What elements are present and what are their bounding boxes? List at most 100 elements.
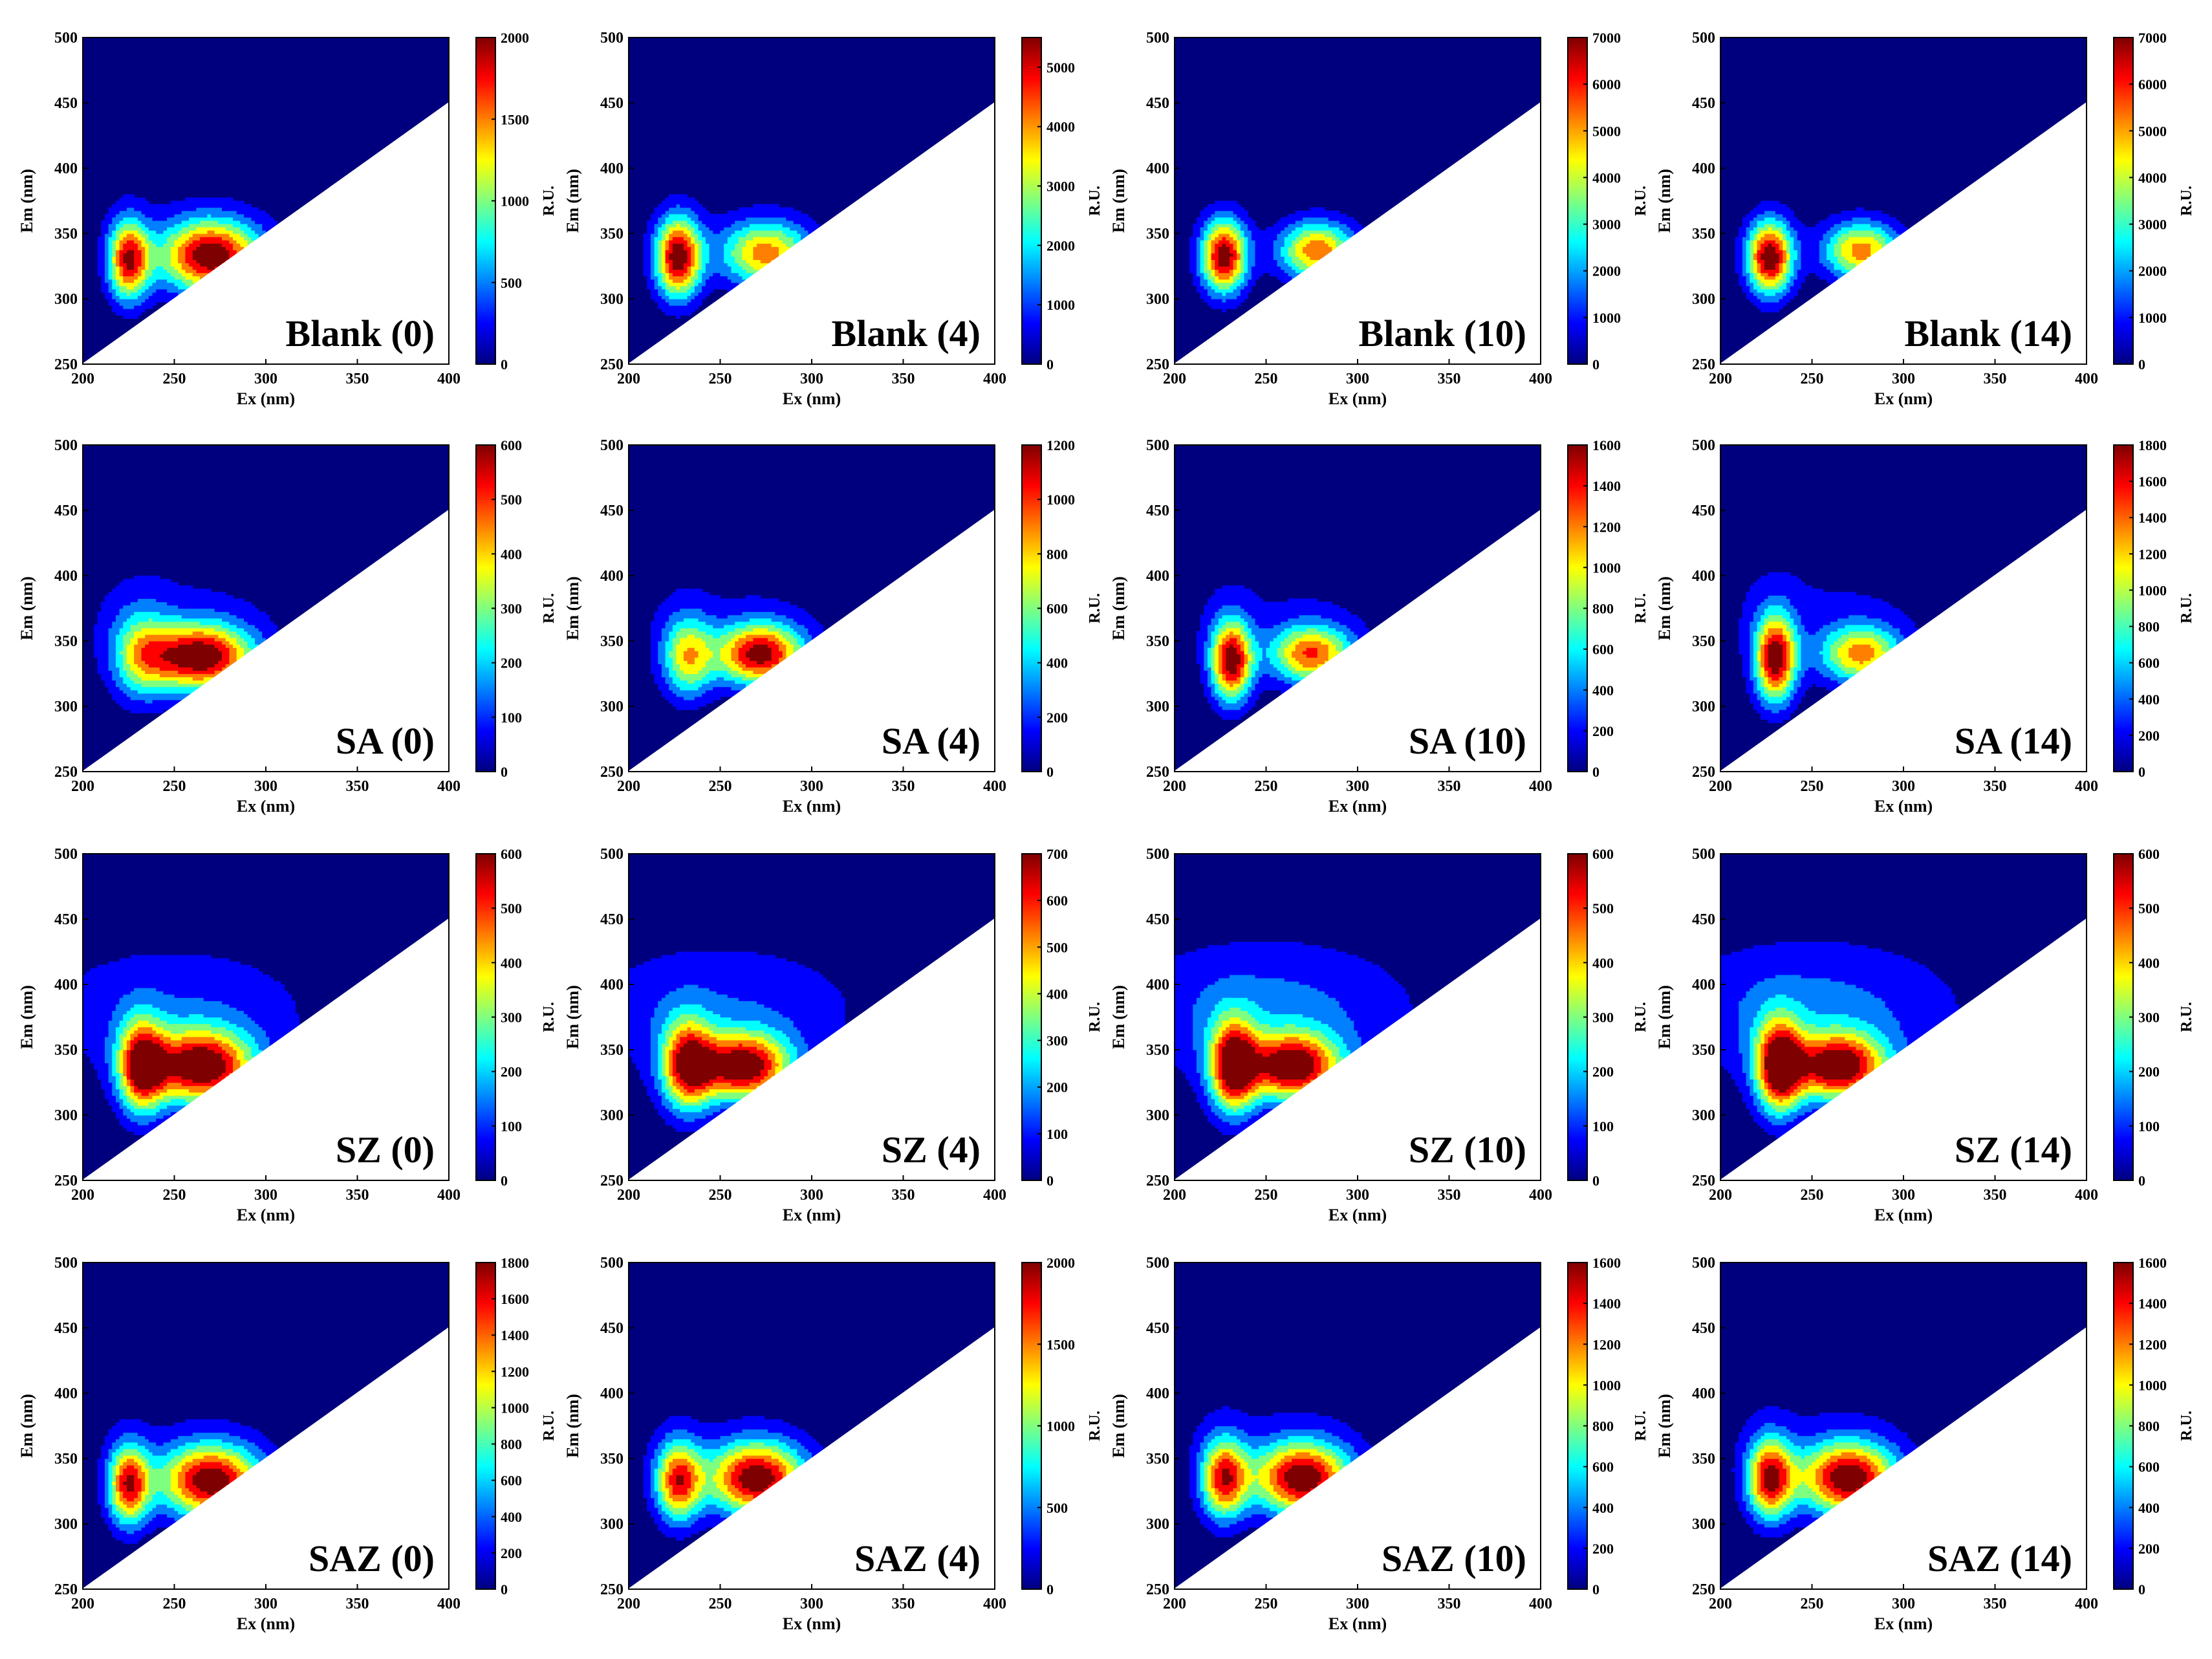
colorbar-tick-label: 800 [1592, 601, 1614, 617]
colorbar-tick-label: 1500 [501, 111, 529, 127]
y-tick-label: 250 [600, 356, 623, 373]
y-tick-label: 300 [54, 1516, 78, 1533]
x-tick-label: 250 [1801, 1596, 1824, 1612]
x-tick-label: 350 [1984, 371, 2007, 387]
x-axis-label: Ex (nm) [1874, 1614, 1933, 1633]
x-tick-label: 300 [1892, 778, 1915, 795]
x-tick-label: 250 [1255, 778, 1278, 795]
rayleigh-edge [1720, 918, 2087, 1181]
y-tick-label: 250 [54, 1173, 78, 1189]
x-axis-label: Ex (nm) [237, 797, 295, 816]
x-tick-label: 350 [1438, 1187, 1461, 1204]
colorbar-tick-label: 0 [2138, 1173, 2145, 1189]
colorbar-tick-label: 7000 [1592, 30, 1621, 46]
x-tick-label: 200 [1709, 1596, 1732, 1612]
colorbar-tick-label: 500 [501, 275, 522, 291]
colorbar-tick-label: 400 [1046, 986, 1068, 1002]
colorbar-tick-label: 500 [1592, 900, 1614, 916]
colorbar-tick-label: 200 [2138, 1064, 2160, 1080]
colorbar-tick-label: 1000 [1046, 297, 1075, 313]
x-tick-label: 400 [437, 778, 461, 795]
x-tick-label: 350 [346, 1187, 369, 1204]
y-tick-label: 500 [54, 846, 78, 863]
y-tick-label: 400 [1146, 1385, 1169, 1402]
y-tick-label: 500 [600, 437, 623, 454]
y-axis-label: Em (nm) [17, 169, 36, 233]
colorbar-label: R.U. [2178, 593, 2195, 623]
colorbar-tick-label: 800 [1592, 1418, 1614, 1435]
x-tick-label: 300 [800, 1596, 823, 1612]
colorbar-tick-label: 1500 [1046, 1336, 1075, 1352]
colorbar-tick-label: 5000 [1046, 60, 1075, 76]
x-tick-label: 400 [437, 1596, 461, 1612]
rayleigh-edge [1174, 918, 1541, 1181]
y-tick-label: 350 [1692, 226, 1715, 243]
x-tick-label: 400 [983, 778, 1006, 795]
y-tick-label: 500 [54, 1255, 78, 1272]
colorbar-tick-label: 1800 [501, 1255, 529, 1271]
y-tick-label: 350 [54, 226, 78, 243]
x-tick-label: 300 [1346, 371, 1369, 387]
y-tick-label: 300 [54, 291, 78, 308]
y-tick-label: 500 [1692, 30, 1715, 47]
y-tick-label: 350 [1692, 1451, 1715, 1468]
colorbar-tick-label: 0 [2138, 1581, 2145, 1598]
colorbar-tick-label: 600 [2138, 655, 2160, 671]
colorbar-label: R.U. [1632, 1411, 1649, 1441]
rayleigh-edge [1720, 1327, 2087, 1590]
colorbar-tick-label: 2000 [1592, 263, 1621, 279]
x-tick-label: 300 [254, 1187, 277, 1204]
colorbar-tick-label: 200 [1592, 723, 1614, 739]
x-tick-label: 350 [346, 371, 369, 387]
x-tick-label: 350 [892, 371, 915, 387]
x-tick-label: 350 [1438, 371, 1461, 387]
x-tick-label: 250 [1255, 1596, 1278, 1612]
y-tick-label: 300 [1692, 699, 1715, 715]
y-tick-label: 300 [1692, 291, 1715, 308]
x-tick-label: 300 [1892, 1596, 1915, 1612]
colorbar-tick-label: 400 [1046, 655, 1068, 671]
x-tick-label: 300 [1346, 778, 1369, 795]
colorbar-tick-label: 800 [2138, 1418, 2160, 1435]
x-tick-label: 350 [892, 1187, 915, 1204]
x-axis-label: Ex (nm) [783, 1206, 841, 1224]
x-tick-label: 400 [2075, 1596, 2098, 1612]
colorbar-tick-label: 0 [1592, 1173, 1599, 1189]
colorbar-tick-label: 6000 [1592, 76, 1621, 92]
x-tick-label: 250 [1255, 1187, 1278, 1204]
colorbar-tick-label: 600 [501, 1473, 522, 1489]
y-tick-label: 400 [54, 160, 78, 177]
y-tick-label: 250 [600, 764, 623, 781]
x-axis-label: Ex (nm) [237, 389, 295, 408]
colorbar [1567, 37, 1588, 365]
y-tick-label: 350 [600, 226, 623, 243]
x-tick-label: 250 [163, 778, 186, 795]
x-tick-label: 200 [1163, 371, 1186, 387]
x-tick-label: 350 [892, 1596, 915, 1612]
x-tick-label: 300 [800, 371, 823, 387]
panel-label: Blank (4) [832, 312, 981, 354]
y-axis-label: Em (nm) [563, 576, 582, 640]
y-tick-label: 450 [1146, 95, 1169, 112]
x-tick-label: 250 [163, 1187, 186, 1204]
y-tick-label: 400 [1146, 977, 1169, 993]
rayleigh-edge [82, 510, 450, 772]
colorbar-label: R.U. [1087, 593, 1103, 623]
y-tick-label: 300 [1146, 1107, 1169, 1124]
y-tick-label: 300 [600, 291, 623, 308]
y-tick-label: 250 [1692, 764, 1715, 781]
panel-label: SZ (10) [1409, 1129, 1526, 1171]
y-tick-label: 250 [1146, 356, 1169, 373]
colorbar-label: R.U. [1087, 186, 1103, 216]
y-tick-label: 250 [1146, 1173, 1169, 1189]
y-tick-label: 300 [54, 699, 78, 715]
colorbar-tick-label: 700 [1046, 846, 1068, 862]
colorbar-label: R.U. [2178, 186, 2195, 216]
panel-label: SAZ (4) [854, 1537, 981, 1579]
y-tick-label: 300 [600, 1516, 623, 1533]
x-tick-label: 250 [709, 778, 732, 795]
rayleigh-edge [628, 918, 995, 1181]
